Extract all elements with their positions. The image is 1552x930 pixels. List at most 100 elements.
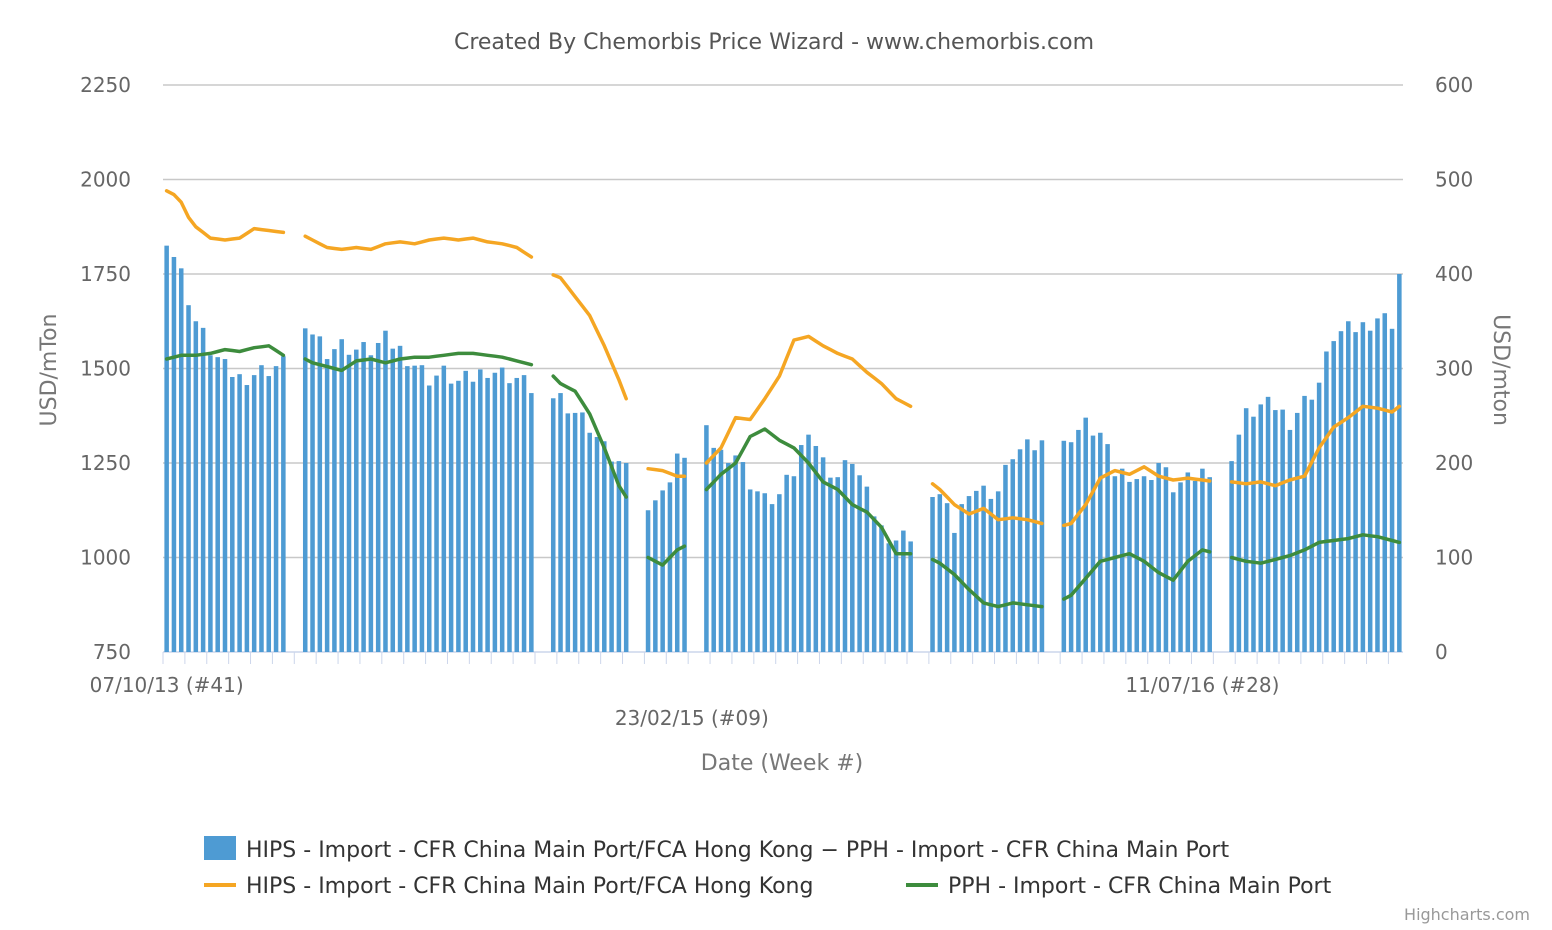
bar[interactable]: [1273, 410, 1278, 652]
bar[interactable]: [1353, 332, 1358, 652]
bar[interactable]: [273, 366, 279, 652]
bar[interactable]: [616, 461, 622, 652]
bar-series[interactable]: [164, 245, 1402, 652]
bar[interactable]: [762, 493, 768, 652]
bar[interactable]: [317, 336, 323, 652]
bar[interactable]: [426, 385, 432, 652]
credits-link[interactable]: Highcharts.com: [1404, 905, 1530, 924]
bar[interactable]: [419, 365, 425, 652]
bar[interactable]: [835, 477, 840, 652]
bar[interactable]: [521, 375, 527, 652]
bar[interactable]: [959, 504, 964, 652]
bar[interactable]: [463, 370, 468, 652]
bar[interactable]: [397, 345, 403, 652]
bar[interactable]: [682, 457, 687, 652]
bar[interactable]: [1083, 417, 1088, 652]
bar[interactable]: [550, 398, 556, 652]
bar[interactable]: [1141, 476, 1147, 652]
bar[interactable]: [1112, 476, 1118, 652]
bar[interactable]: [1258, 404, 1264, 652]
legend-item-pph[interactable]: PPH - Import - CFR China Main Port: [906, 874, 1332, 899]
bar[interactable]: [412, 365, 417, 652]
bar[interactable]: [966, 496, 972, 652]
bar[interactable]: [266, 376, 272, 652]
bar[interactable]: [747, 489, 753, 652]
bar[interactable]: [580, 412, 585, 652]
bar[interactable]: [1324, 351, 1329, 652]
line-series[interactable]: [164, 189, 1402, 609]
bar[interactable]: [383, 330, 388, 652]
bar[interactable]: [346, 354, 352, 652]
bar[interactable]: [1061, 440, 1067, 652]
bar[interactable]: [623, 463, 629, 652]
bar[interactable]: [609, 461, 614, 652]
bar[interactable]: [302, 328, 308, 652]
bar[interactable]: [1331, 341, 1336, 652]
bar[interactable]: [901, 530, 906, 652]
bar[interactable]: [908, 541, 913, 652]
bar[interactable]: [1338, 331, 1344, 652]
bar[interactable]: [456, 380, 461, 652]
bar[interactable]: [368, 355, 374, 652]
bar[interactable]: [1367, 330, 1373, 652]
bar[interactable]: [944, 503, 950, 652]
bar[interactable]: [1105, 444, 1110, 652]
bar[interactable]: [251, 375, 257, 652]
bar[interactable]: [434, 375, 439, 652]
bar[interactable]: [718, 449, 724, 652]
bar[interactable]: [1003, 464, 1008, 652]
bar[interactable]: [492, 372, 498, 652]
bar[interactable]: [594, 437, 600, 652]
bar[interactable]: [791, 476, 797, 652]
bar[interactable]: [893, 540, 899, 652]
bar[interactable]: [857, 475, 862, 652]
bar[interactable]: [871, 516, 877, 652]
bar[interactable]: [1090, 435, 1096, 652]
bar[interactable]: [879, 525, 884, 652]
bar[interactable]: [448, 383, 454, 652]
bar[interactable]: [193, 321, 199, 652]
bar[interactable]: [645, 510, 651, 652]
bar[interactable]: [820, 457, 826, 652]
bar[interactable]: [806, 434, 811, 652]
bar[interactable]: [470, 381, 476, 652]
bar[interactable]: [237, 374, 242, 652]
bar[interactable]: [930, 497, 935, 652]
bar[interactable]: [674, 453, 680, 652]
bar[interactable]: [1251, 416, 1256, 652]
bar[interactable]: [259, 365, 264, 652]
bar[interactable]: [1360, 322, 1366, 652]
bar[interactable]: [660, 490, 665, 652]
bar[interactable]: [1294, 412, 1300, 652]
bar[interactable]: [667, 482, 673, 652]
bar[interactable]: [1178, 482, 1183, 652]
bar[interactable]: [755, 491, 760, 652]
bar[interactable]: [653, 500, 658, 652]
bar[interactable]: [281, 356, 286, 652]
bar[interactable]: [200, 327, 206, 652]
bar[interactable]: [375, 342, 381, 652]
bar[interactable]: [1397, 274, 1402, 652]
bar[interactable]: [1346, 321, 1351, 652]
bar[interactable]: [1192, 480, 1198, 652]
bar[interactable]: [1287, 429, 1293, 652]
bar[interactable]: [1265, 396, 1271, 652]
bar[interactable]: [784, 474, 789, 652]
bar[interactable]: [1200, 468, 1205, 652]
bar[interactable]: [507, 383, 512, 652]
bar[interactable]: [178, 268, 184, 652]
bar[interactable]: [587, 432, 592, 652]
bar[interactable]: [1375, 318, 1380, 652]
bar[interactable]: [171, 256, 177, 652]
bar[interactable]: [390, 348, 396, 652]
bar[interactable]: [726, 463, 731, 652]
bar[interactable]: [164, 245, 169, 652]
bar[interactable]: [339, 339, 344, 652]
bar[interactable]: [332, 349, 337, 652]
bar[interactable]: [222, 359, 228, 652]
bar[interactable]: [1309, 399, 1315, 652]
bar[interactable]: [952, 532, 957, 652]
bar[interactable]: [565, 413, 571, 652]
bar[interactable]: [1068, 442, 1074, 652]
bar[interactable]: [828, 477, 833, 652]
